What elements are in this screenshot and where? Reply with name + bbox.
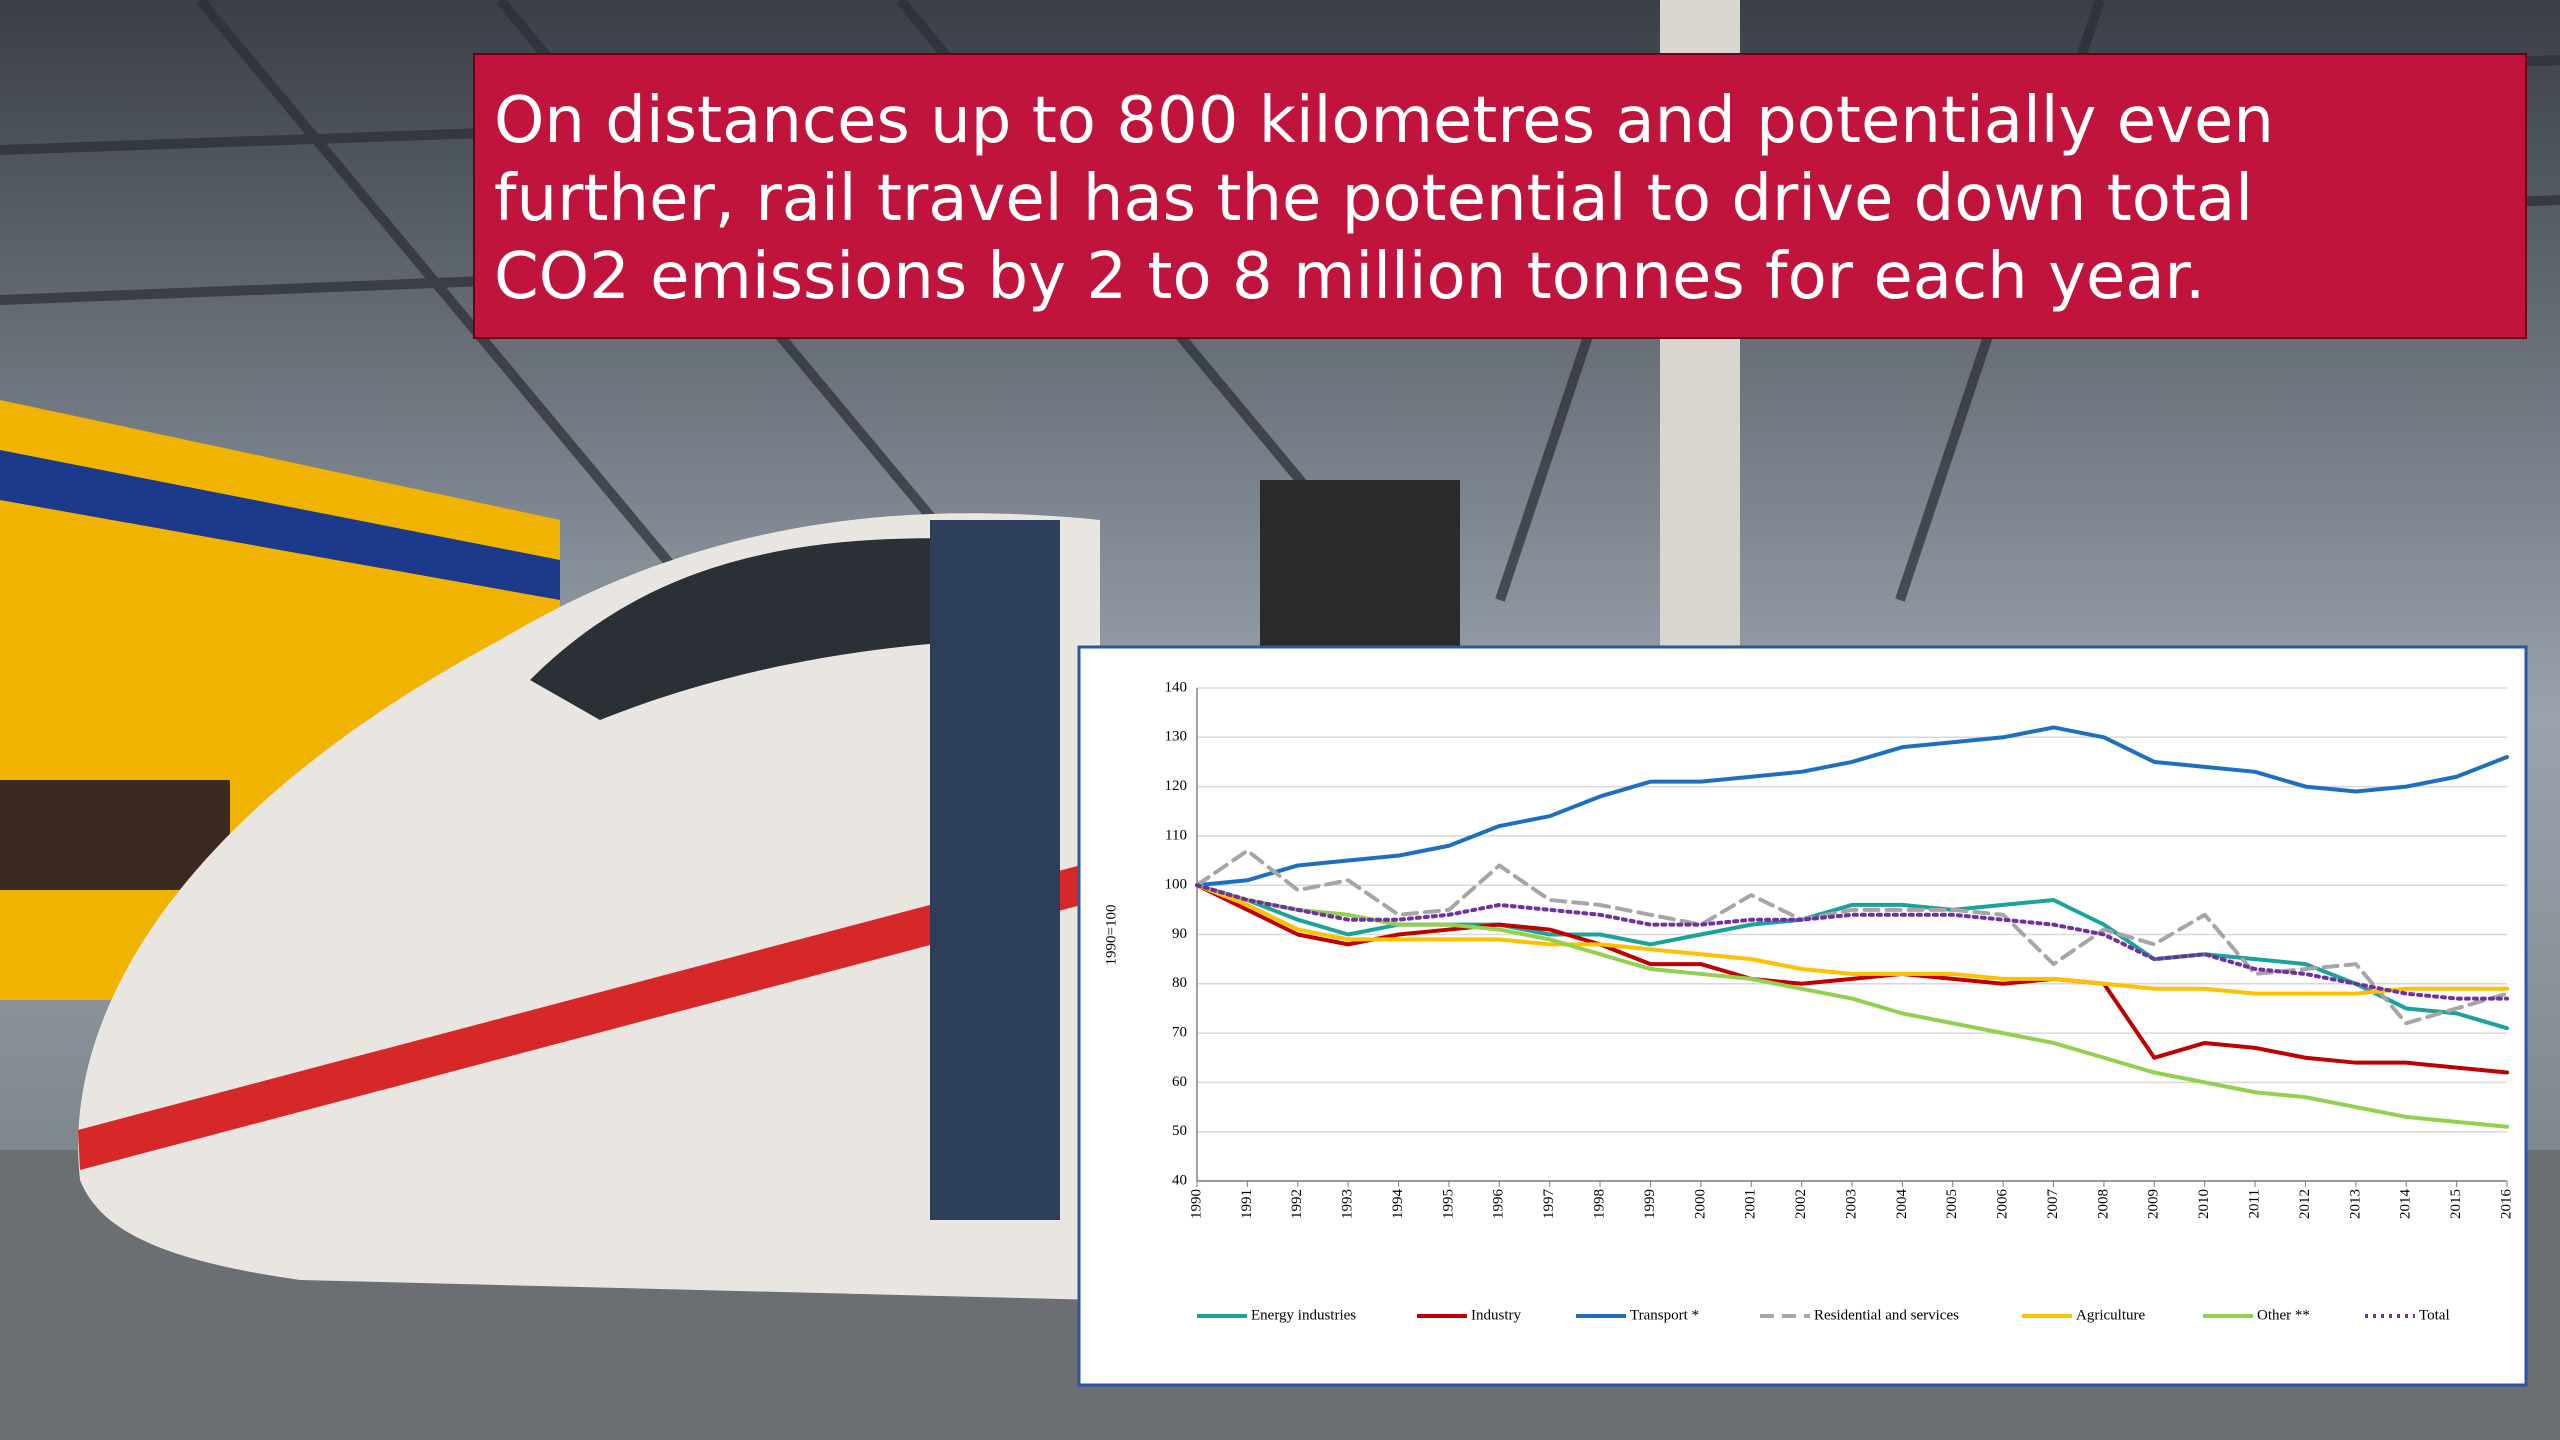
x-tick-label: 2008	[2095, 1189, 2111, 1219]
y-tick-label: 50	[1172, 1123, 1187, 1139]
page: On distances up to 800 kilometres and po…	[0, 0, 2560, 1440]
x-tick-label: 1991	[1239, 1189, 1255, 1219]
x-tick-label: 2012	[2297, 1189, 2313, 1219]
x-tick-label: 2010	[2196, 1189, 2212, 1219]
x-tick-label: 2014	[2398, 1189, 2414, 1220]
y-tick-label: 130	[1165, 729, 1188, 745]
legend-label: Other **	[2257, 1307, 2310, 1323]
x-tick-label: 1994	[1390, 1189, 1406, 1220]
x-tick-label: 2001	[1743, 1189, 1759, 1219]
legend-label: Transport *	[1630, 1307, 1699, 1323]
x-tick-label: 1998	[1592, 1189, 1608, 1219]
x-tick-label: 1993	[1340, 1189, 1356, 1219]
x-tick-label: 2006	[1995, 1189, 2011, 1220]
x-tick-label: 2000	[1692, 1189, 1708, 1219]
y-tick-label: 70	[1172, 1025, 1187, 1041]
x-tick-label: 1992	[1289, 1189, 1305, 1219]
legend-label: Agriculture	[2076, 1307, 2145, 1323]
x-tick-label: 1990	[1188, 1189, 1204, 1219]
chart-background	[1079, 647, 2526, 1385]
passenger	[930, 520, 1060, 1220]
slide: On distances up to 800 kilometres and po…	[0, 0, 2560, 1440]
y-tick-label: 60	[1172, 1074, 1187, 1090]
legend-label: Residential and services	[1814, 1307, 1959, 1323]
headline-line: further, rail travel has the potential t…	[494, 162, 2253, 236]
x-tick-label: 1995	[1440, 1189, 1456, 1219]
y-tick-label: 80	[1172, 975, 1187, 991]
x-tick-label: 1996	[1491, 1189, 1507, 1220]
x-tick-label: 1999	[1642, 1189, 1658, 1219]
chart: 1990=100 40 50 60 70 80 90 100 110 120 130 140 1990…	[1079, 647, 2526, 1385]
y-axis-label: 1990=100	[1103, 905, 1119, 966]
x-tick-label: 2013	[2347, 1189, 2363, 1219]
x-tick-label: 1997	[1541, 1189, 1557, 1220]
x-tick-label: 2005	[1944, 1189, 1960, 1219]
x-tick-label: 2009	[2146, 1189, 2162, 1219]
y-tick-label: 90	[1172, 926, 1187, 942]
headline-box: On distances up to 800 kilometres and po…	[474, 54, 2526, 338]
y-tick-label: 120	[1165, 778, 1188, 794]
x-tick-label: 2016	[2498, 1189, 2514, 1220]
x-tick-label: 2011	[2247, 1189, 2263, 1218]
legend-label: Industry	[1471, 1307, 1521, 1323]
y-tick-label: 40	[1172, 1172, 1187, 1188]
x-tick-label: 2004	[1894, 1189, 1910, 1220]
x-tick-label: 2002	[1793, 1189, 1809, 1219]
y-tick-label: 110	[1165, 827, 1187, 843]
headline-line: CO2 emissions by 2 to 8 million tonnes f…	[494, 240, 2205, 314]
legend-label: Energy industries	[1251, 1307, 1356, 1323]
x-tick-label: 2003	[1843, 1189, 1859, 1219]
y-tick-label: 100	[1165, 877, 1188, 893]
x-tick-label: 2007	[2045, 1189, 2061, 1220]
legend-label: Total	[2419, 1307, 2450, 1323]
x-tick-label: 2015	[2448, 1189, 2464, 1219]
y-tick-label: 140	[1165, 679, 1188, 695]
headline-line: On distances up to 800 kilometres and po…	[494, 84, 2274, 158]
